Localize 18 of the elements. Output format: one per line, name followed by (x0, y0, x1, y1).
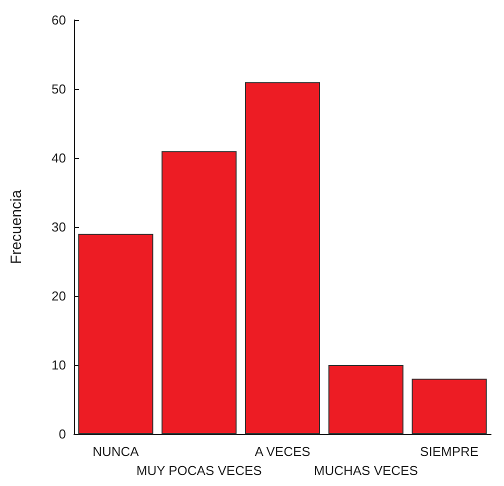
bar (78, 234, 154, 434)
y-tick-label: 50 (52, 82, 66, 96)
y-tick-label: 60 (52, 12, 66, 28)
y-tick-label: 20 (52, 288, 66, 304)
bar (328, 365, 404, 434)
x-tick-label: MUCHAS VECES (314, 463, 418, 478)
bar (244, 82, 320, 434)
x-tick-label: NUNCA (92, 444, 140, 459)
x-tick-label: MUY POCAS VECES (136, 463, 262, 478)
bar (412, 378, 487, 434)
y-tick-label: 30 (52, 220, 66, 234)
bar (162, 151, 237, 434)
y-tick-label: 0 (58, 426, 66, 442)
y-axis-title: Frecuencia (8, 189, 25, 264)
y-tick-label: 10 (52, 358, 66, 372)
y-tick-label: 40 (52, 150, 66, 166)
x-tick-label: A VECES (254, 444, 311, 459)
x-tick-label: SIEMPRE (420, 444, 479, 459)
